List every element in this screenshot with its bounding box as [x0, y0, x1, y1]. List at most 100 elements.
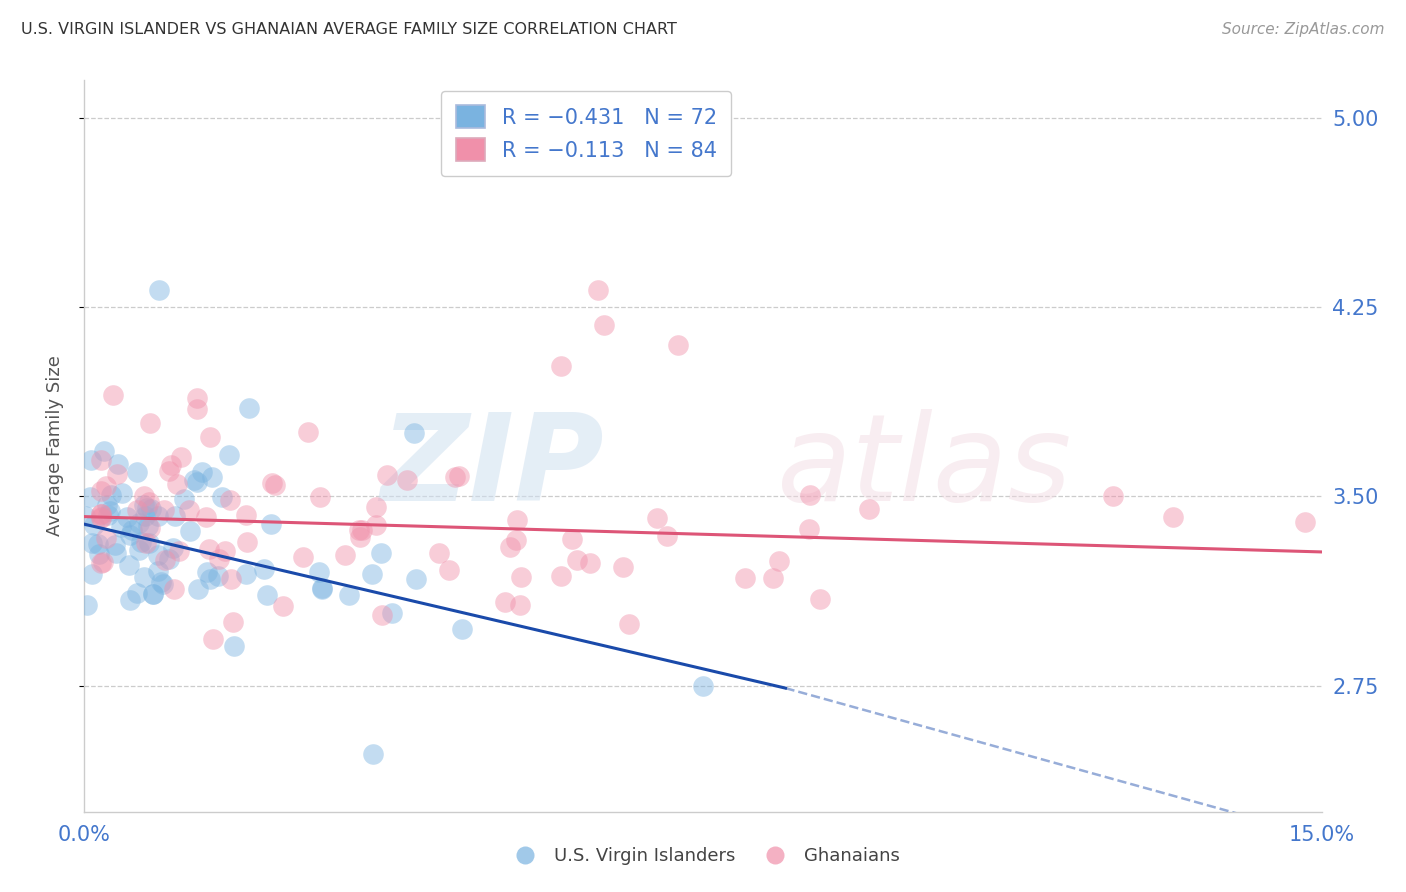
Point: [90, 453, 112, 467]
Point: [94, 531, 117, 545]
Point: [253, 561, 276, 575]
Point: [131, 535, 153, 549]
Point: [218, 448, 240, 462]
Point: [146, 564, 169, 578]
Point: [256, 588, 278, 602]
Point: [352, 523, 374, 537]
Point: [235, 534, 257, 549]
Point: [437, 563, 460, 577]
Point: [260, 516, 283, 531]
Point: [90, 507, 112, 521]
Point: [370, 545, 392, 559]
Point: [139, 416, 162, 430]
Point: [98, 504, 121, 518]
Point: [195, 510, 218, 524]
Point: [198, 542, 221, 557]
Point: [105, 546, 128, 560]
Point: [198, 430, 221, 444]
Point: [76, 599, 98, 613]
Point: [90, 483, 112, 498]
Point: [153, 553, 176, 567]
Point: [97, 508, 120, 522]
Point: [505, 533, 527, 548]
Point: [561, 532, 583, 546]
Point: [87, 537, 110, 551]
Point: [550, 359, 572, 373]
Point: [170, 450, 193, 464]
Point: [655, 529, 678, 543]
Point: [381, 607, 404, 621]
Point: [586, 283, 609, 297]
Point: [499, 540, 522, 554]
Point: [617, 616, 640, 631]
Point: [187, 582, 209, 596]
Point: [148, 283, 170, 297]
Point: [90, 511, 112, 525]
Point: [82, 535, 104, 549]
Point: [309, 490, 332, 504]
Point: [183, 473, 205, 487]
Point: [94, 479, 117, 493]
Text: U.S. VIRGIN ISLANDER VS GHANAIAN AVERAGE FAMILY SIZE CORRELATION CHART: U.S. VIRGIN ISLANDER VS GHANAIAN AVERAGE…: [21, 22, 676, 37]
Point: [808, 592, 831, 607]
Point: [165, 508, 187, 523]
Point: [141, 502, 163, 516]
Legend: U.S. Virgin Islanders, Ghanaians: U.S. Virgin Islanders, Ghanaians: [499, 839, 907, 872]
Point: [405, 572, 427, 586]
Point: [567, 553, 589, 567]
Point: [198, 572, 221, 586]
Point: [444, 469, 467, 483]
Point: [96, 498, 118, 512]
Point: [333, 549, 356, 563]
Point: [593, 318, 616, 332]
Point: [128, 516, 150, 531]
Point: [132, 570, 155, 584]
Point: [91, 555, 114, 569]
Point: [136, 519, 159, 533]
Point: [449, 468, 471, 483]
Point: [107, 457, 129, 471]
Point: [238, 401, 260, 416]
Point: [138, 535, 160, 549]
Point: [138, 495, 160, 509]
Point: [90, 509, 112, 524]
Point: [160, 458, 183, 473]
Point: [395, 473, 418, 487]
Point: [135, 536, 157, 550]
Point: [186, 391, 208, 405]
Point: [1294, 515, 1316, 529]
Point: [191, 465, 214, 479]
Point: [134, 509, 156, 524]
Point: [579, 556, 602, 570]
Point: [83, 518, 105, 533]
Point: [377, 467, 399, 482]
Text: ZIP: ZIP: [380, 409, 605, 526]
Point: [509, 570, 531, 584]
Text: Source: ZipAtlas.com: Source: ZipAtlas.com: [1222, 22, 1385, 37]
Point: [79, 490, 101, 504]
Point: [207, 569, 229, 583]
Point: [121, 523, 143, 537]
Point: [111, 486, 134, 500]
Point: [347, 523, 370, 537]
Point: [127, 465, 149, 479]
Point: [195, 565, 218, 579]
Point: [90, 507, 112, 521]
Point: [117, 510, 139, 524]
Point: [90, 556, 112, 570]
Point: [364, 517, 387, 532]
Point: [612, 559, 634, 574]
Point: [550, 569, 572, 583]
Point: [208, 551, 231, 566]
Point: [219, 493, 242, 508]
Point: [173, 492, 195, 507]
Point: [666, 338, 689, 352]
Point: [157, 552, 180, 566]
Point: [235, 567, 257, 582]
Point: [1102, 489, 1125, 503]
Point: [120, 528, 142, 542]
Point: [118, 558, 141, 573]
Point: [142, 587, 165, 601]
Point: [142, 587, 165, 601]
Point: [311, 582, 333, 596]
